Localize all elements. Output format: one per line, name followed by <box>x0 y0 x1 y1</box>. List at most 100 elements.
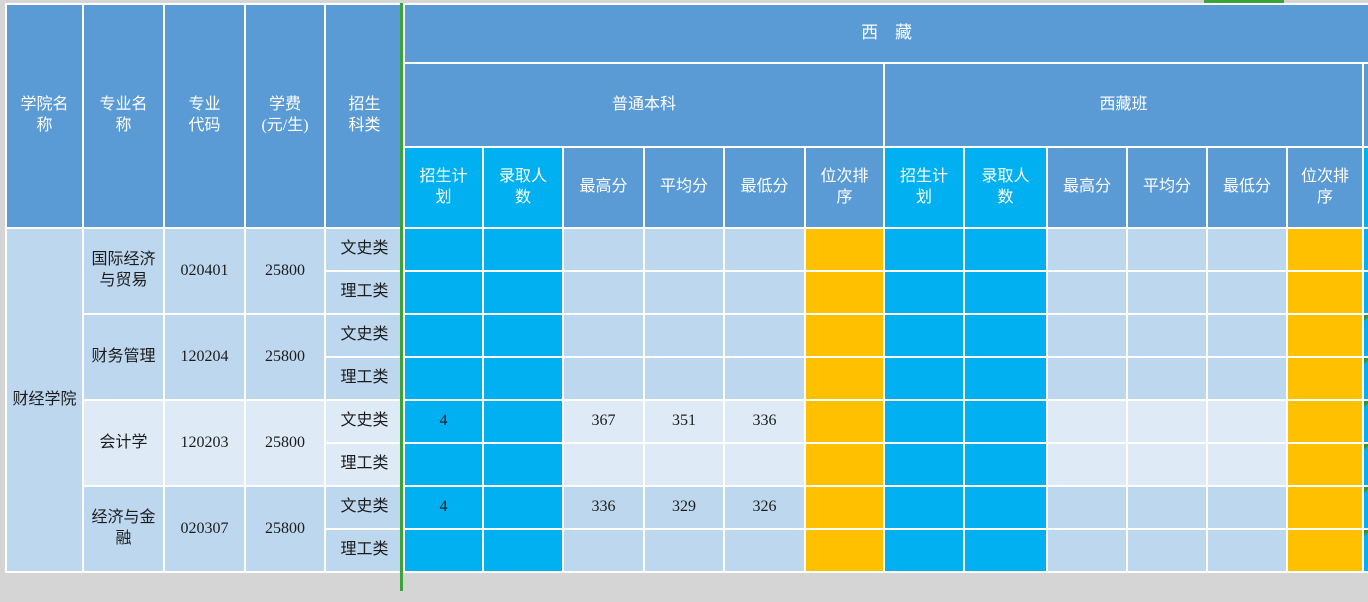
xizang-avg-header[interactable]: 平均分 <box>1126 146 1208 229</box>
putong-max-cell[interactable] <box>562 313 645 358</box>
xizang-max-cell[interactable] <box>1046 399 1128 444</box>
next-column-sliver-cell[interactable] <box>1361 485 1368 530</box>
putong-rank-cell[interactable] <box>804 356 885 401</box>
xizang-min-cell[interactable] <box>1206 528 1288 573</box>
xizang-rank-cell[interactable] <box>1286 442 1364 487</box>
xizang-max-cell[interactable] <box>1046 528 1128 573</box>
putong-admitted-cell[interactable] <box>482 270 564 315</box>
putong-rank-cell[interactable] <box>804 528 885 573</box>
putong-min-cell[interactable] <box>723 356 806 401</box>
xizang-min-cell[interactable] <box>1206 270 1288 315</box>
putong-max-header[interactable]: 最高分 <box>562 146 645 229</box>
putong-plan-cell[interactable] <box>403 442 484 487</box>
tuition-cell[interactable]: 25800 <box>244 399 326 487</box>
putong-min-cell[interactable] <box>723 528 806 573</box>
putong-rank-cell[interactable] <box>804 442 885 487</box>
putong-admitted-cell[interactable] <box>482 442 564 487</box>
putong-plan-cell[interactable] <box>403 356 484 401</box>
putong-max-cell[interactable] <box>562 356 645 401</box>
next-column-sliver-cell[interactable] <box>1361 399 1368 444</box>
putong-max-cell[interactable] <box>562 528 645 573</box>
putong-plan-cell[interactable] <box>403 313 484 358</box>
major-code-cell[interactable]: 020401 <box>163 227 246 315</box>
xizang-plan-header[interactable]: 招生计 划 <box>883 146 965 229</box>
xizang-admitted-cell[interactable] <box>963 227 1048 272</box>
xizang-avg-cell[interactable] <box>1126 270 1208 315</box>
region-header-cell[interactable]: 西 藏 <box>402 3 1368 64</box>
category-cell[interactable]: 理工类 <box>324 442 405 487</box>
putong-min-cell[interactable] <box>723 313 806 358</box>
col-header-major-code[interactable]: 专业 代码 <box>163 3 246 229</box>
putong-max-cell[interactable] <box>562 270 645 315</box>
putong-admitted-cell[interactable] <box>482 227 564 272</box>
putong-plan-cell[interactable]: 4 <box>403 485 484 530</box>
xizang-plan-cell[interactable] <box>883 399 965 444</box>
col-header-tuition[interactable]: 学费 (元/生) <box>244 3 326 229</box>
putong-avg-cell[interactable] <box>643 313 725 358</box>
putong-rank-cell[interactable] <box>804 270 885 315</box>
xizang-avg-cell[interactable] <box>1126 227 1208 272</box>
category-cell[interactable]: 理工类 <box>324 528 405 573</box>
putong-avg-cell[interactable]: 329 <box>643 485 725 530</box>
xizang-admitted-cell[interactable] <box>963 442 1048 487</box>
putong-min-cell[interactable] <box>723 227 806 272</box>
category-cell[interactable]: 文史类 <box>324 485 405 530</box>
putong-plan-cell[interactable] <box>403 528 484 573</box>
next-column-sliver-cell[interactable] <box>1361 442 1368 487</box>
xizang-rank-cell[interactable] <box>1286 485 1364 530</box>
xizang-admitted-cell[interactable] <box>963 270 1048 315</box>
xizang-admitted-header[interactable]: 录取人 数 <box>963 146 1048 229</box>
putong-rank-cell[interactable] <box>804 485 885 530</box>
putong-avg-cell[interactable] <box>643 356 725 401</box>
category-cell[interactable]: 文史类 <box>324 399 405 444</box>
putong-min-header[interactable]: 最低分 <box>723 146 806 229</box>
putong-max-cell[interactable]: 367 <box>562 399 645 444</box>
putong-avg-cell[interactable] <box>643 227 725 272</box>
xizang-avg-cell[interactable] <box>1126 442 1208 487</box>
xizang-rank-cell[interactable] <box>1286 356 1364 401</box>
xizang-plan-cell[interactable] <box>883 227 965 272</box>
xizang-avg-cell[interactable] <box>1126 356 1208 401</box>
putong-avg-cell[interactable] <box>643 270 725 315</box>
putong-plan-cell[interactable] <box>403 227 484 272</box>
putong-max-cell[interactable]: 336 <box>562 485 645 530</box>
putong-avg-cell[interactable] <box>643 528 725 573</box>
xizang-rank-header[interactable]: 位次排 序 <box>1286 146 1364 229</box>
putong-plan-cell[interactable]: 4 <box>403 399 484 444</box>
putong-admitted-cell[interactable] <box>482 313 564 358</box>
xizang-max-cell[interactable] <box>1046 356 1128 401</box>
xizang-avg-cell[interactable] <box>1126 399 1208 444</box>
next-column-header-sliver[interactable] <box>1361 146 1368 229</box>
next-column-sliver-cell[interactable] <box>1361 270 1368 315</box>
major-name-cell[interactable]: 会计学 <box>82 399 165 487</box>
next-section-header-sliver[interactable] <box>1361 62 1368 148</box>
xizang-avg-cell[interactable] <box>1126 313 1208 358</box>
xizang-min-cell[interactable] <box>1206 399 1288 444</box>
major-name-cell[interactable]: 国际经济 与贸易 <box>82 227 165 315</box>
tuition-cell[interactable]: 25800 <box>244 227 326 315</box>
xizang-max-cell[interactable] <box>1046 270 1128 315</box>
major-code-cell[interactable]: 120203 <box>163 399 246 487</box>
xizang-plan-cell[interactable] <box>883 485 965 530</box>
putong-plan-header[interactable]: 招生计 划 <box>403 146 484 229</box>
next-column-sliver-cell[interactable] <box>1361 356 1368 401</box>
xizang-min-cell[interactable] <box>1206 313 1288 358</box>
xizang-max-cell[interactable] <box>1046 313 1128 358</box>
putong-rank-header[interactable]: 位次排 序 <box>804 146 885 229</box>
xizang-admitted-cell[interactable] <box>963 485 1048 530</box>
xizang-rank-cell[interactable] <box>1286 399 1364 444</box>
xizang-max-cell[interactable] <box>1046 227 1128 272</box>
putong-admitted-cell[interactable] <box>482 485 564 530</box>
xizang-plan-cell[interactable] <box>883 313 965 358</box>
next-column-sliver-cell[interactable] <box>1361 528 1368 573</box>
xizang-admitted-cell[interactable] <box>963 528 1048 573</box>
major-code-cell[interactable]: 120204 <box>163 313 246 401</box>
section-header-putong[interactable]: 普通本科 <box>403 62 885 148</box>
putong-avg-header[interactable]: 平均分 <box>643 146 725 229</box>
xizang-min-cell[interactable] <box>1206 442 1288 487</box>
category-cell[interactable]: 理工类 <box>324 356 405 401</box>
xizang-rank-cell[interactable] <box>1286 313 1364 358</box>
xizang-max-header[interactable]: 最高分 <box>1046 146 1128 229</box>
putong-plan-cell[interactable] <box>403 270 484 315</box>
category-cell[interactable]: 文史类 <box>324 313 405 358</box>
